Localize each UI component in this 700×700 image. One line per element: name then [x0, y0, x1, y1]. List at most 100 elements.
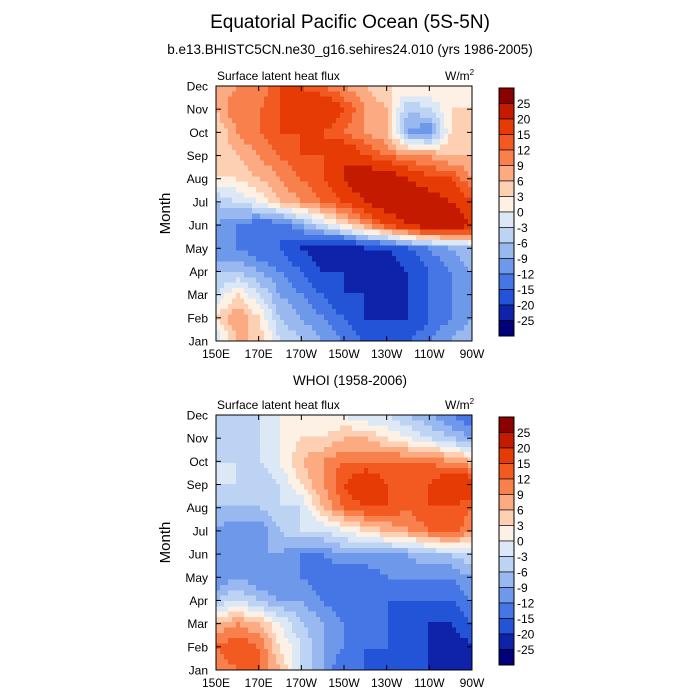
field-cell: [260, 478, 265, 485]
field-cell: [364, 91, 369, 98]
field-cell: [276, 133, 281, 140]
field-cell: [292, 489, 297, 496]
field-cell: [372, 250, 377, 257]
field-cell: [256, 165, 261, 172]
field-cell: [220, 473, 225, 480]
field-cell: [320, 537, 325, 543]
field-cell: [396, 526, 401, 533]
field-cell: [252, 542, 257, 549]
field-cell: [432, 484, 437, 490]
field-cell: [304, 314, 309, 321]
field-cell: [344, 319, 349, 326]
field-cell: [320, 139, 325, 145]
field-cell: [416, 510, 421, 517]
field-cell: [420, 505, 425, 512]
field-cell: [392, 101, 397, 108]
field-cell: [400, 176, 405, 183]
field-cell: [244, 537, 249, 543]
field-cell: [244, 176, 249, 183]
field-cell: [448, 430, 453, 437]
field-cell: [236, 542, 241, 549]
field-cell: [284, 192, 289, 198]
field-cell: [460, 462, 465, 469]
field-cell: [336, 96, 341, 103]
field-cell: [292, 186, 297, 193]
field-cell: [392, 415, 397, 421]
field-cell: [468, 240, 473, 246]
field-cell: [228, 107, 233, 113]
field-cell: [468, 208, 473, 214]
field-cell: [340, 277, 345, 283]
field-cell: [396, 484, 401, 490]
field-cell: [308, 494, 313, 501]
field-cell: [320, 186, 325, 193]
field-cell: [300, 224, 305, 230]
field-cell: [328, 224, 333, 230]
field-cell: [428, 558, 433, 565]
field-cell: [296, 256, 301, 262]
field-cell: [324, 452, 329, 458]
field-cell: [244, 144, 249, 151]
field-cell: [244, 505, 249, 512]
field-cell: [264, 489, 269, 496]
field-cell: [412, 436, 417, 442]
field-cell: [248, 149, 253, 156]
field-cell: [408, 165, 413, 172]
field-cell: [460, 186, 465, 193]
field-cell: [220, 452, 225, 458]
field-cell: [232, 128, 237, 135]
field-cell: [464, 441, 469, 448]
field-cell: [280, 537, 285, 543]
field-cell: [468, 96, 473, 103]
field-cell: [452, 165, 457, 172]
field-cell: [292, 149, 297, 156]
field-cell: [396, 457, 401, 464]
field-cell: [228, 531, 233, 538]
field-cell: [320, 309, 325, 315]
field-cell: [364, 144, 369, 151]
field-cell: [268, 234, 273, 241]
field-cell: [288, 171, 293, 177]
field-cell: [432, 303, 437, 310]
field-cell: [344, 192, 349, 198]
field-cell: [224, 420, 229, 427]
field-cell: [372, 500, 377, 506]
field-cell: [280, 229, 285, 236]
field-cell: [276, 425, 281, 432]
field-cell: [404, 415, 409, 421]
field-cell: [464, 478, 469, 485]
field-cell: [220, 558, 225, 565]
field-cell: [452, 500, 457, 506]
field-cell: [316, 542, 321, 549]
field-cell: [372, 165, 377, 172]
field-cell: [220, 277, 225, 283]
field-cell: [464, 436, 469, 442]
field-cell: [384, 430, 389, 437]
field-cell: [256, 309, 261, 315]
field-cell: [424, 468, 429, 474]
field-cell: [468, 515, 473, 522]
field-cell: [456, 436, 461, 442]
field-cell: [260, 298, 265, 305]
field-cell: [432, 149, 437, 156]
field-cell: [252, 86, 257, 92]
field-cell: [336, 149, 341, 156]
field-cell: [348, 515, 353, 522]
field-cell: [280, 415, 285, 421]
field-cell: [384, 155, 389, 161]
field-cell: [280, 213, 285, 220]
field-cell: [448, 325, 453, 331]
field-cell: [448, 415, 453, 421]
field-cell: [328, 208, 333, 214]
field-cell: [428, 112, 433, 119]
field-cell: [232, 277, 237, 283]
field-cell: [428, 547, 433, 554]
field-cell: [296, 96, 301, 103]
field-cell: [452, 181, 457, 188]
field-cell: [364, 473, 369, 480]
field-cell: [400, 271, 405, 278]
field-cell: [464, 181, 469, 188]
field-cell: [320, 314, 325, 321]
field-cell: [340, 325, 345, 331]
field-cell: [300, 139, 305, 145]
